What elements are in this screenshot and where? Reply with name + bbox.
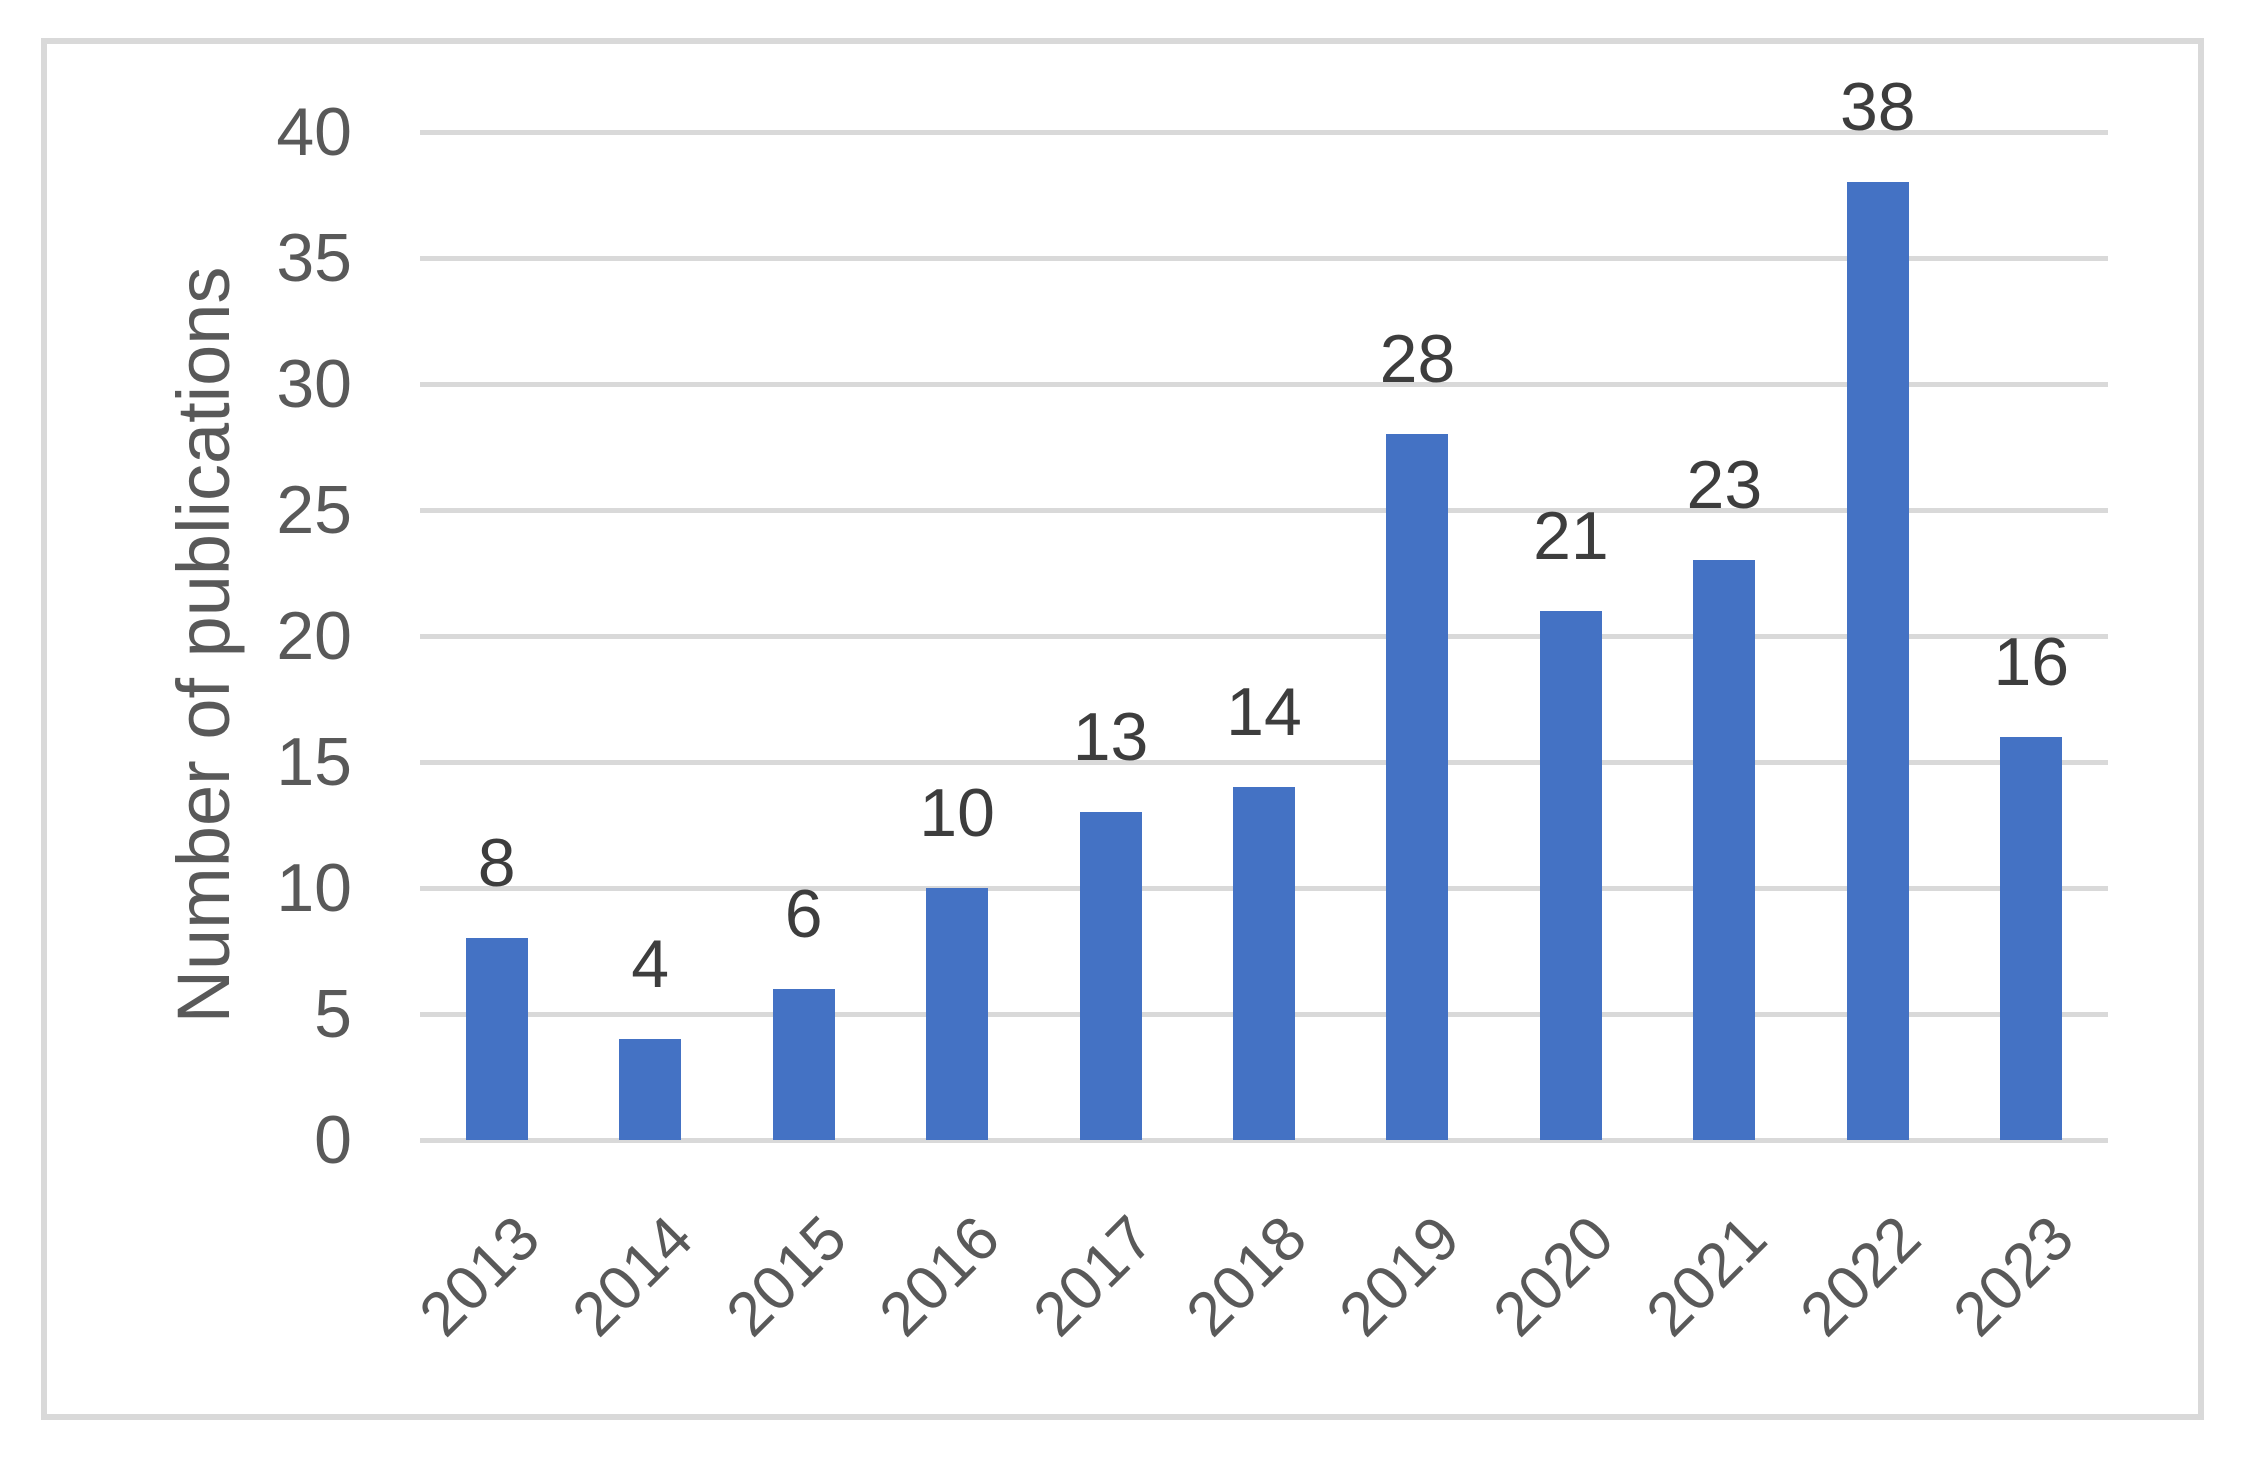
gridline-y-25: [420, 508, 2108, 513]
bar-value-label-2020: 21: [1533, 497, 1609, 574]
y-tick-label-5: 5: [314, 976, 352, 1052]
bar-value-label-2013: 8: [477, 825, 516, 902]
y-axis-title: Number of publications: [162, 266, 245, 1024]
bar-2014: [619, 1039, 682, 1140]
bar-value-label-2018: 14: [1226, 674, 1302, 751]
bar-value-label-2016: 10: [919, 775, 995, 851]
y-tick-label-15: 15: [276, 724, 352, 800]
bar-2021: [1693, 560, 1756, 1140]
bar-2013: [465, 938, 528, 1140]
gridline-y-30: [420, 382, 2108, 387]
bar-2019: [1386, 434, 1449, 1140]
bar-value-label-2017: 13: [1072, 699, 1149, 776]
bar-2015: [772, 988, 835, 1140]
bar-2020: [1539, 610, 1602, 1140]
y-tick-label-10: 10: [276, 850, 352, 926]
gridline-y-40: [420, 130, 2108, 135]
y-tick-label-30: 30: [276, 346, 352, 422]
y-tick-label-20: 20: [276, 598, 352, 674]
bar-2017: [1079, 812, 1142, 1140]
bar-value-label-2021: 23: [1686, 447, 1763, 524]
gridline-y-20: [420, 634, 2108, 639]
bar-2018: [1233, 787, 1295, 1140]
gridline-y-0: [420, 1138, 2108, 1143]
bar-value-label-2022: 38: [1839, 69, 1916, 146]
bar-value-label-2019: 28: [1379, 321, 1456, 398]
y-tick-label-35: 35: [276, 220, 352, 296]
bar-value-label-2014: 4: [631, 926, 670, 1003]
bar-2022: [1846, 182, 1909, 1140]
y-tick-label-25: 25: [276, 472, 352, 548]
bar-value-label-2015: 6: [784, 875, 823, 952]
gridline-y-15: [420, 760, 2108, 765]
y-tick-label-0: 0: [314, 1102, 352, 1178]
bar-value-label-2023: 16: [1993, 623, 2070, 700]
y-tick-label-40: 40: [276, 94, 352, 170]
bar-2023: [2000, 736, 2063, 1140]
gridline-y-35: [420, 256, 2108, 261]
chart-frame: [41, 38, 2204, 1420]
bar-2016: [926, 888, 989, 1140]
